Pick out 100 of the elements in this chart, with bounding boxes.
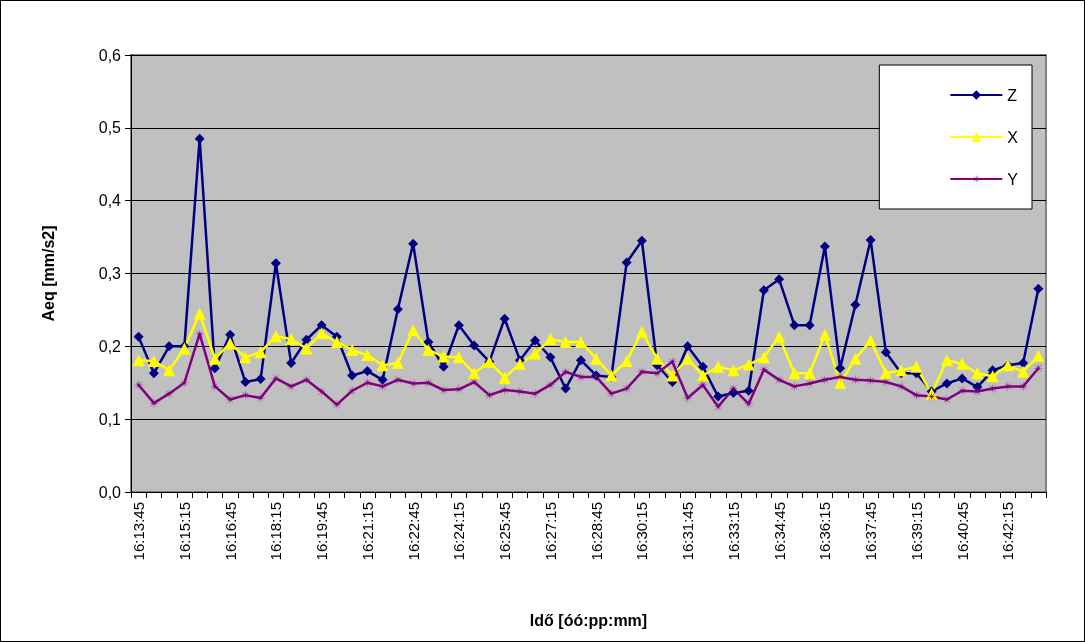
point — [544, 333, 557, 346]
point — [574, 335, 587, 348]
point — [209, 363, 220, 374]
point — [773, 330, 786, 343]
point — [849, 352, 862, 365]
point — [788, 367, 801, 380]
point — [879, 367, 892, 380]
point — [469, 340, 480, 351]
point — [163, 364, 176, 377]
point — [499, 313, 510, 324]
point — [743, 385, 754, 396]
point — [713, 391, 724, 402]
point — [316, 385, 328, 397]
x-tick-label: 16:13:45 — [130, 502, 148, 561]
point — [666, 369, 679, 382]
point — [957, 373, 968, 384]
x-tick-label: 16:18:15 — [267, 502, 285, 561]
y-tick-label: 0,5 — [98, 119, 122, 137]
x-tick-label: 16:39:15 — [907, 502, 925, 561]
point — [636, 235, 647, 246]
point — [422, 343, 435, 356]
x-tick-label: 16:25:45 — [496, 502, 514, 561]
point — [789, 320, 800, 331]
point — [635, 325, 648, 338]
point — [559, 335, 572, 348]
point — [392, 304, 403, 315]
point — [696, 369, 709, 382]
point — [361, 349, 374, 362]
y-tick-label: 0,4 — [98, 192, 122, 210]
point — [940, 354, 953, 367]
x-tick-label: 16:33:15 — [724, 502, 742, 561]
point — [423, 336, 434, 347]
y-tick-label: 0,3 — [98, 265, 122, 282]
point — [880, 347, 891, 358]
point — [224, 337, 237, 350]
point — [803, 367, 816, 380]
point — [239, 351, 252, 364]
point — [301, 334, 312, 345]
y-axis-title: Aeq [mm/s2] — [39, 225, 57, 322]
point — [285, 333, 298, 346]
point — [147, 354, 160, 367]
x-tick-label: 16:21:15 — [358, 502, 376, 561]
point — [498, 371, 511, 384]
point — [712, 360, 725, 373]
x-tick-label: 16:15:15 — [175, 502, 193, 561]
x-tick-label: 16:42:15 — [999, 502, 1017, 561]
point — [300, 342, 313, 355]
legend-label: X — [1007, 128, 1019, 146]
x-tick-label: 16:37:45 — [862, 502, 880, 561]
point — [621, 383, 633, 395]
point — [1033, 283, 1044, 294]
point — [376, 359, 389, 372]
point — [788, 380, 800, 392]
y-tick-label: 0,0 — [98, 483, 122, 501]
point — [971, 367, 984, 380]
point — [834, 371, 846, 383]
point — [697, 361, 708, 372]
point — [727, 364, 740, 377]
point — [774, 274, 785, 285]
point — [529, 347, 542, 360]
point — [986, 370, 999, 383]
x-tick-label: 16:24:15 — [450, 502, 468, 561]
legend-label: Y — [1007, 170, 1019, 188]
x-tick-label: 16:16:45 — [221, 502, 239, 561]
x-tick-label: 16:40:45 — [953, 502, 971, 561]
point — [621, 257, 632, 268]
point — [530, 335, 541, 346]
point — [910, 360, 923, 373]
point — [361, 377, 373, 389]
point — [865, 235, 876, 245]
point — [453, 320, 464, 331]
point — [438, 361, 449, 372]
point — [164, 341, 175, 352]
x-tick-label: 16:27:15 — [541, 502, 559, 561]
point — [362, 366, 373, 377]
point — [864, 334, 877, 347]
point — [742, 358, 755, 371]
point — [1017, 365, 1030, 378]
point — [193, 307, 206, 320]
point — [254, 346, 267, 359]
point — [347, 370, 358, 381]
point — [590, 352, 603, 365]
point — [895, 364, 908, 377]
point — [452, 351, 465, 364]
point — [133, 331, 144, 342]
point — [560, 383, 571, 394]
point — [1018, 358, 1029, 369]
point — [178, 377, 190, 389]
point — [315, 327, 328, 340]
point — [208, 352, 221, 365]
point — [956, 357, 969, 370]
legend-label: Z — [1007, 86, 1018, 104]
x-tick-label: 16:30:15 — [633, 502, 651, 561]
point — [758, 285, 769, 296]
point — [804, 320, 815, 331]
x-tick-label: 16:34:45 — [770, 502, 788, 561]
point — [850, 299, 861, 310]
point — [545, 352, 556, 363]
x-tick-label: 16:36:15 — [816, 502, 834, 561]
y-tick-label: 0,1 — [98, 410, 122, 428]
